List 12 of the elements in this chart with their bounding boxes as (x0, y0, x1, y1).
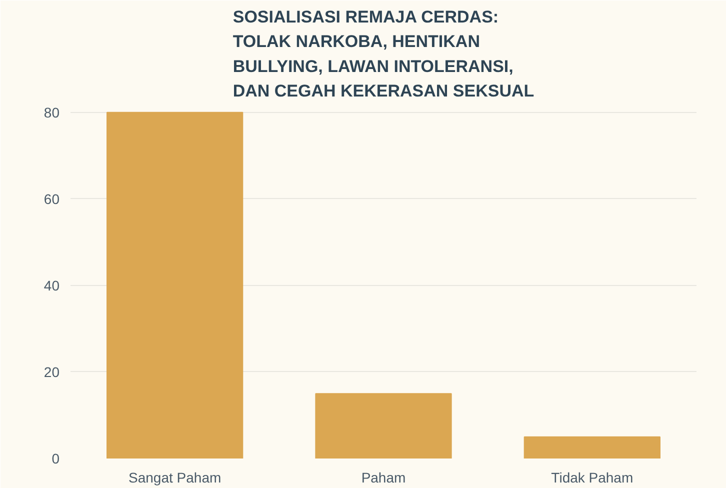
y-tick-label: 80 (44, 104, 60, 120)
x-tick-label: Paham (361, 470, 406, 486)
chart-title: SOSIALISASI REMAJA CERDAS: TOLAK NARKOBA, HENTIKAN BULLYING, LAWAN INTOLERANSI, DAN CEGAH KEKERASAN SEKSUAL (232, 7, 534, 100)
y-tick-label: 40 (44, 277, 60, 294)
x-tick-label: Sangat Paham (128, 470, 222, 486)
bar (524, 436, 660, 458)
x-tick-label: Tidak Paham (551, 470, 634, 486)
bar (106, 112, 244, 458)
y-tick-label: 20 (44, 364, 60, 380)
y-tick-label: 60 (44, 190, 60, 207)
bar (315, 393, 452, 458)
y-tick-label: 0 (52, 450, 60, 466)
